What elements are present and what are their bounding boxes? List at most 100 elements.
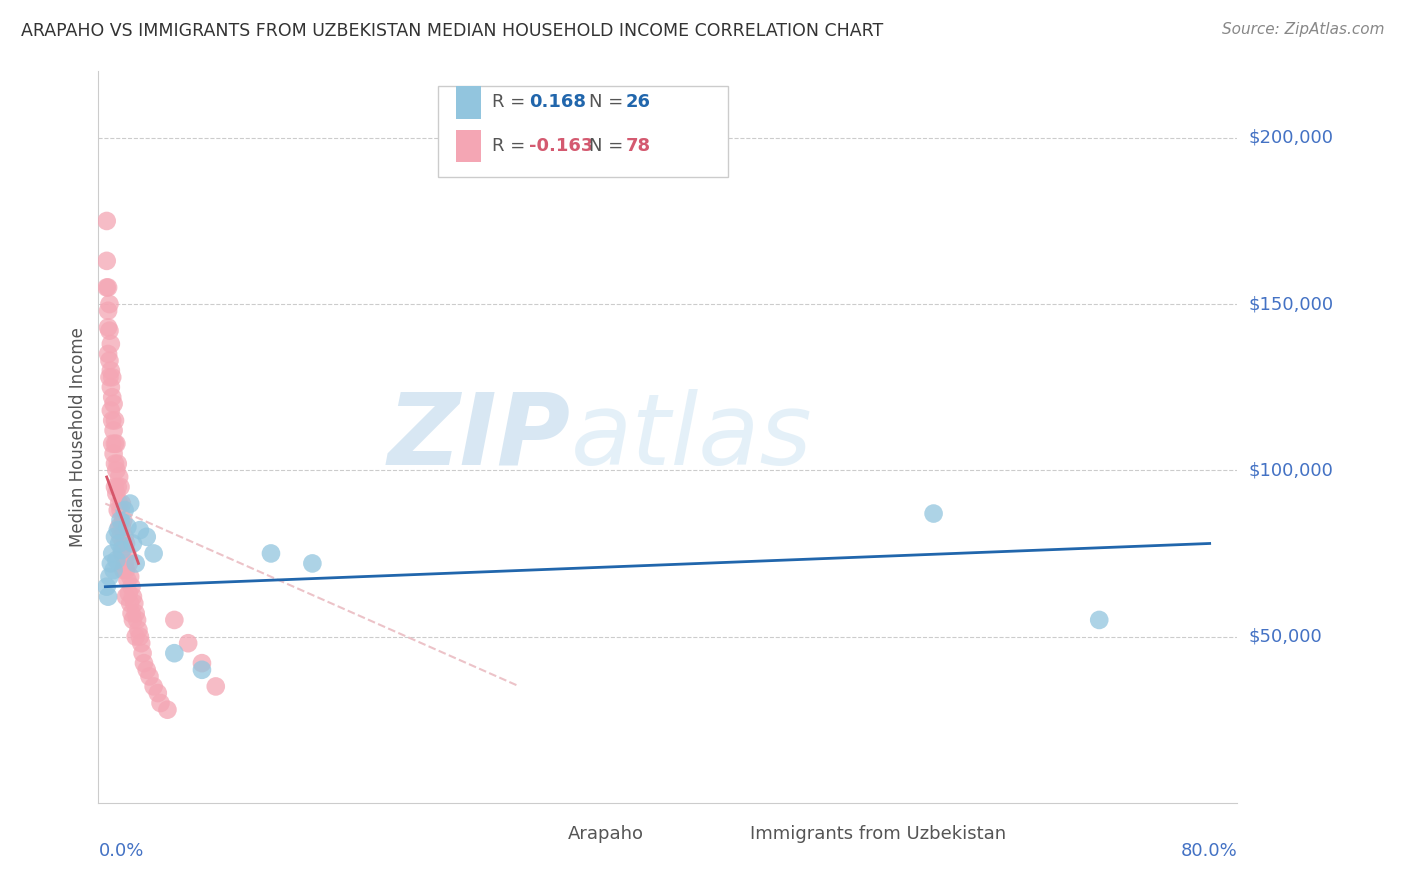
Point [111,546,134,560]
Point [260,546,283,560]
Point [115,563,138,577]
Y-axis label: Median Household Income: Median Household Income [69,327,87,547]
Point [100,380,122,394]
Point [110,513,132,527]
Point [101,436,124,450]
Point [125,630,148,644]
Point [97,303,120,318]
Point [101,546,124,560]
Point [98,297,121,311]
Point [104,436,127,450]
Point [125,557,148,571]
Point [111,543,134,558]
Point [115,590,138,604]
Point [122,536,145,550]
Point [105,486,128,500]
Point [124,596,146,610]
Text: $50,000: $50,000 [1249,628,1322,646]
Text: $100,000: $100,000 [1249,461,1333,479]
FancyBboxPatch shape [531,821,554,848]
Point [101,370,124,384]
Text: -0.163: -0.163 [529,137,593,155]
Point [120,570,142,584]
Point [121,580,143,594]
Point [138,669,160,683]
Point [114,530,136,544]
FancyBboxPatch shape [713,821,737,848]
Point [142,546,165,560]
Point [117,520,139,534]
Point [120,497,142,511]
Point [98,324,121,338]
Point [98,370,121,384]
Text: $150,000: $150,000 [1249,295,1333,313]
Point [127,623,149,637]
Text: N =: N = [589,137,630,155]
Text: Arapaho: Arapaho [568,825,644,843]
Point [128,630,150,644]
FancyBboxPatch shape [437,86,728,178]
Point [96,253,118,268]
Point [98,353,121,368]
FancyBboxPatch shape [456,86,481,119]
Point [96,214,118,228]
Point [107,523,129,537]
Point [105,553,128,567]
Point [120,596,142,610]
Point [114,557,136,571]
Point [107,503,129,517]
Point [101,390,124,404]
Point [108,536,131,550]
Point [101,413,124,427]
Text: $200,000: $200,000 [1249,128,1333,147]
Point [191,663,214,677]
Point [103,563,125,577]
Point [204,680,226,694]
Point [125,613,148,627]
Point [103,447,125,461]
Point [191,656,214,670]
Text: 0.168: 0.168 [529,93,586,112]
Point [108,470,131,484]
Point [104,413,127,427]
Point [110,480,132,494]
Point [117,546,139,560]
Point [110,530,132,544]
Point [100,557,122,571]
Point [97,320,120,334]
Point [301,557,323,571]
Point [122,613,145,627]
Text: R =: R = [492,93,531,112]
Point [149,696,172,710]
Point [104,457,127,471]
Point [142,680,165,694]
Point [156,703,179,717]
Point [103,397,125,411]
Text: ARAPAHO VS IMMIGRANTS FROM UZBEKISTAN MEDIAN HOUSEHOLD INCOME CORRELATION CHART: ARAPAHO VS IMMIGRANTS FROM UZBEKISTAN ME… [21,22,883,40]
Point [1088,613,1111,627]
Text: Source: ZipAtlas.com: Source: ZipAtlas.com [1222,22,1385,37]
Point [132,656,155,670]
Point [112,536,135,550]
Point [131,646,153,660]
Text: Immigrants from Uzbekistan: Immigrants from Uzbekistan [749,825,1005,843]
FancyBboxPatch shape [456,129,481,162]
Point [115,536,138,550]
Point [108,497,131,511]
Point [105,463,128,477]
Point [100,403,122,417]
Text: 26: 26 [626,93,651,112]
Point [112,513,135,527]
Point [110,503,132,517]
Point [146,686,169,700]
Text: 0.0%: 0.0% [98,842,143,860]
Point [107,480,129,494]
Point [117,573,139,587]
Point [135,530,157,544]
Point [105,436,128,450]
Point [922,507,945,521]
Point [104,530,127,544]
Text: R =: R = [492,137,531,155]
Point [111,497,134,511]
Text: atlas: atlas [571,389,813,485]
